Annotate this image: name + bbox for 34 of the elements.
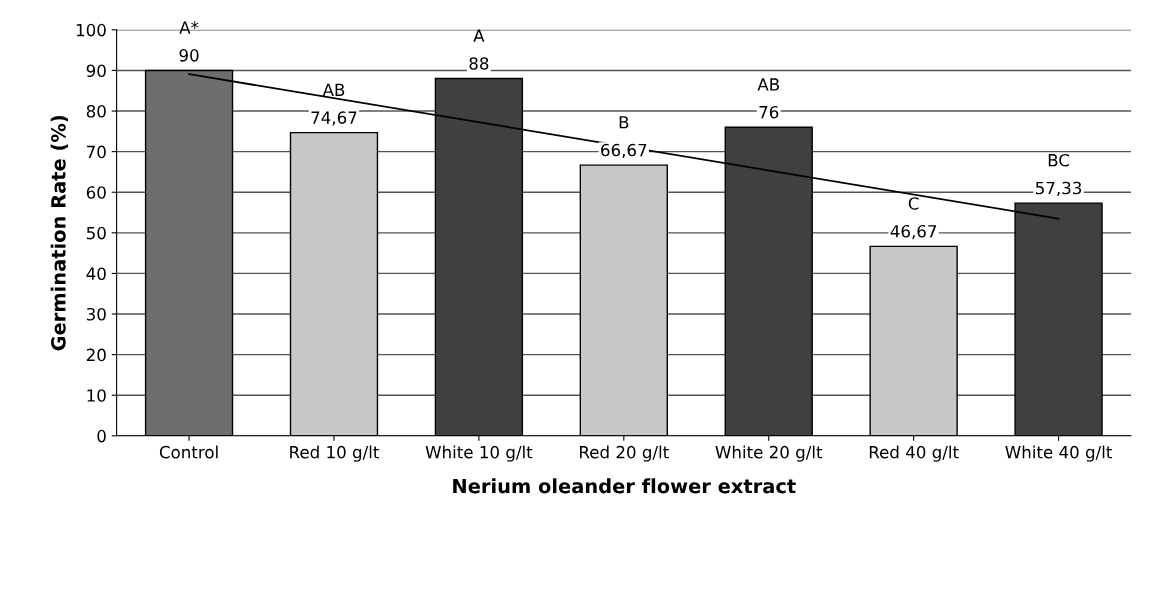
annotation: AB [322,83,345,96]
x-tick-label: Red 10 g/lt [290,445,379,462]
data-label: 74,67 [311,111,357,126]
annotation: B [619,116,629,129]
y-tick-label: 40 [86,267,106,280]
x-tick-label: White 40 g/lt [1005,445,1112,462]
y-tick-label: 70 [87,145,106,159]
y-axis-title: Germination Rate (%) [50,115,69,351]
x-tick-label: White 20 g/lt [715,445,823,462]
data-label: 66,67 [601,143,647,159]
y-tick-label: 10 [87,389,106,402]
data-label: 46,67 [890,224,937,240]
data-label: 90 [179,49,199,62]
x-tick-label: Control [159,445,218,459]
data-label: 76 [759,105,779,119]
x-tick-label: White 10 g/lt [425,445,533,462]
data-label: 57,33 [1035,181,1082,196]
annotation: A [473,29,485,42]
y-tick-label: 60 [86,186,106,199]
y-tick-label: 80 [86,105,106,118]
annotation: A* [179,21,199,34]
x-tick-label: Red 20 g/lt [580,445,669,462]
y-tick-label: 0 [97,429,106,443]
y-tick-label: 30 [86,307,106,321]
y-tick-label: 50 [86,226,106,240]
annotation: C [908,197,919,210]
data-label: 88 [469,57,489,70]
annotation: BC [1048,153,1070,167]
annotation: AB [757,78,779,91]
x-axis-title: Nerium oleander flower extract [453,478,796,494]
x-tick-label: Red 40 g/lt [869,445,959,462]
y-tick-label: 90 [86,64,106,78]
y-tick-label: 20 [86,348,106,362]
y-tick-label: 100 [76,23,106,37]
